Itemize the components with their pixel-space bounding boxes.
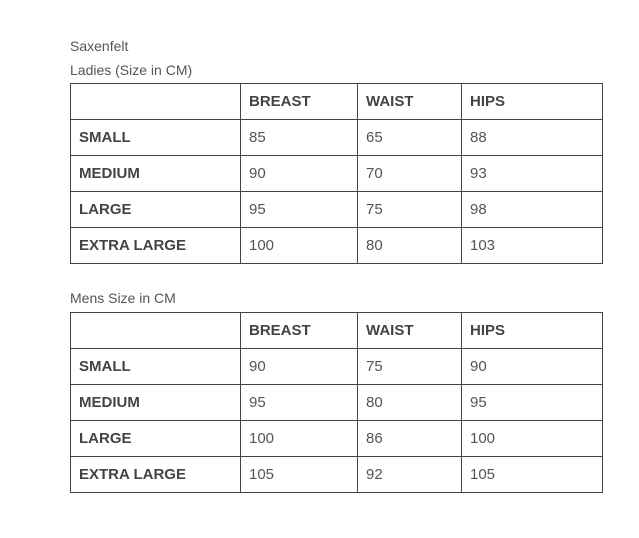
column-header [70, 312, 241, 349]
header-row: BREAST WAIST HIPS [70, 312, 603, 349]
measurement-cell: 105 [461, 456, 603, 493]
measurement-cell: 100 [240, 420, 358, 457]
size-label: MEDIUM [70, 384, 241, 421]
measurement-cell: 80 [357, 384, 462, 421]
measurement-cell: 75 [357, 191, 462, 228]
measurement-cell: 98 [461, 191, 603, 228]
column-header: HIPS [461, 312, 603, 349]
measurement-cell: 95 [461, 384, 603, 421]
table-row: MEDIUM 95 80 95 [70, 384, 603, 421]
measurement-cell: 80 [357, 227, 462, 264]
table-row: MEDIUM 90 70 93 [70, 155, 603, 192]
measurement-cell: 85 [240, 119, 358, 156]
column-header: BREAST [240, 312, 358, 349]
column-header: WAIST [357, 312, 462, 349]
size-label: LARGE [70, 420, 241, 457]
mens-caption: Mens Size in CM [70, 290, 176, 306]
measurement-cell: 92 [357, 456, 462, 493]
size-label: LARGE [70, 191, 241, 228]
measurement-cell: 65 [357, 119, 462, 156]
table-row: EXTRA LARGE 100 80 103 [70, 227, 603, 264]
measurement-cell: 90 [240, 155, 358, 192]
size-label: SMALL [70, 348, 241, 385]
column-header: BREAST [240, 83, 358, 120]
size-label: EXTRA LARGE [70, 227, 241, 264]
measurement-cell: 86 [357, 420, 462, 457]
mens-size-table: BREAST WAIST HIPS SMALL 90 75 90 MEDIUM 95 80 95 LA… [70, 312, 603, 493]
measurement-cell: 90 [461, 348, 603, 385]
column-header [70, 83, 241, 120]
measurement-cell: 100 [461, 420, 603, 457]
table-row: LARGE 100 86 100 [70, 420, 603, 457]
table-row: EXTRA LARGE 105 92 105 [70, 456, 603, 493]
ladies-caption: Ladies (Size in CM) [70, 62, 193, 78]
ladies-size-table: BREAST WAIST HIPS SMALL 85 65 88 MEDIUM 90 70 93 LA… [70, 83, 603, 264]
column-header: HIPS [461, 83, 603, 120]
size-label: SMALL [70, 119, 241, 156]
measurement-cell: 75 [357, 348, 462, 385]
table-row: SMALL 90 75 90 [70, 348, 603, 385]
measurement-cell: 95 [240, 384, 358, 421]
measurement-cell: 105 [240, 456, 358, 493]
column-header: WAIST [357, 83, 462, 120]
measurement-cell: 70 [357, 155, 462, 192]
table-row: SMALL 85 65 88 [70, 119, 603, 156]
size-label: MEDIUM [70, 155, 241, 192]
header-row: BREAST WAIST HIPS [70, 83, 603, 120]
measurement-cell: 93 [461, 155, 603, 192]
brand-title: Saxenfelt [70, 38, 129, 54]
measurement-cell: 103 [461, 227, 603, 264]
table-row: LARGE 95 75 98 [70, 191, 603, 228]
measurement-cell: 90 [240, 348, 358, 385]
measurement-cell: 95 [240, 191, 358, 228]
size-label: EXTRA LARGE [70, 456, 241, 493]
measurement-cell: 100 [240, 227, 358, 264]
measurement-cell: 88 [461, 119, 603, 156]
